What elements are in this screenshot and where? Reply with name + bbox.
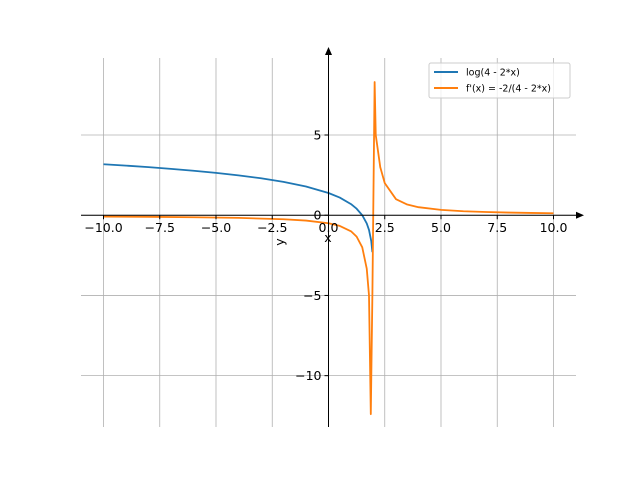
- legend-label-log: log(4 - 2*x): [466, 68, 520, 79]
- y-axis-label: y: [272, 238, 287, 246]
- x-tick-label-7: 7.5: [487, 220, 507, 235]
- x-tick-label-6: 5.0: [431, 220, 451, 235]
- y-tick-label-3: 5: [314, 128, 322, 143]
- x-axis-arrow: [576, 211, 584, 219]
- x-tick-label-3: −2.5: [257, 220, 287, 235]
- series-layer: [103, 81, 554, 416]
- legend: log(4 - 2*x) f'(x) = -2/(4 - 2*x): [428, 62, 571, 99]
- x-tick-label-8: 10.0: [540, 220, 568, 235]
- x-tick-label-1: −7.5: [145, 220, 175, 235]
- x-tick-label-5: 2.5: [375, 220, 395, 235]
- x-tick-label-2: −5.0: [201, 220, 231, 235]
- x-axis-label: x: [324, 230, 331, 245]
- ticks: −10.0 −7.5 −5.0 −2.5 0.0 2.5 5.0 7.5 10.0 −10 −5 0 5: [84, 128, 567, 384]
- x-tick-label-4: 0.0: [319, 220, 339, 235]
- y-tick-label-1: −5: [303, 288, 321, 303]
- x-tick-label-0: −10.0: [84, 220, 122, 235]
- y-tick-label-0: −10: [295, 368, 321, 383]
- y-axis-arrow: [325, 47, 332, 55]
- series-line-1: [103, 81, 554, 416]
- y-tick-label-2: 0: [314, 208, 322, 223]
- legend-label-derivative: f'(x) = -2/(4 - 2*x): [466, 84, 551, 95]
- legend-frame: [428, 62, 571, 99]
- series-line-0: [103, 163, 374, 253]
